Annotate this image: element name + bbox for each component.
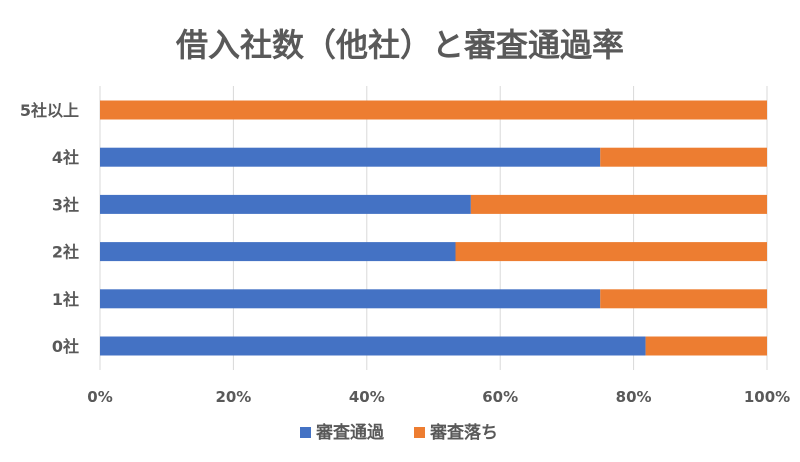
category-label: 4社 xyxy=(52,148,79,167)
bar-pass xyxy=(100,336,646,356)
x-tick-label: 20% xyxy=(215,388,251,406)
legend-label: 審査落ち xyxy=(429,422,498,443)
bar-fail xyxy=(455,242,767,262)
bar-fail xyxy=(600,147,767,167)
category-label: 0社 xyxy=(52,337,79,356)
legend-label: 審査通過 xyxy=(315,422,385,443)
category-label: 2社 xyxy=(52,243,79,262)
x-tick-label: 40% xyxy=(349,388,385,406)
x-tick-label: 60% xyxy=(482,388,518,406)
bar-fail xyxy=(470,194,767,214)
legend: 審査通過 審査落ち xyxy=(300,422,498,443)
bar-pass xyxy=(100,194,471,214)
bar-fail xyxy=(645,336,767,356)
legend-swatch-fail xyxy=(414,427,425,438)
x-tick-labels: 0% 20% 40% 60% 80% 100% xyxy=(87,388,790,406)
category-label: 1社 xyxy=(52,290,79,309)
category-label: 5社以上 xyxy=(20,101,79,120)
bar-fail xyxy=(100,100,767,120)
category-label: 3社 xyxy=(52,195,79,214)
x-tick-label: 100% xyxy=(744,388,790,406)
category-labels: 5社以上 4社 3社 2社 1社 0社 xyxy=(20,101,79,356)
bars xyxy=(100,100,767,356)
x-tick-label: 80% xyxy=(616,388,652,406)
bar-pass xyxy=(100,147,601,167)
bar-pass xyxy=(100,289,601,309)
bar-pass xyxy=(100,242,456,262)
x-tick-label: 0% xyxy=(87,388,112,406)
legend-swatch-pass xyxy=(300,427,311,438)
chart-title: 借入社数（他社）と審査通過率 xyxy=(175,26,624,64)
gridlines xyxy=(99,86,768,370)
bar-fail xyxy=(600,289,767,309)
